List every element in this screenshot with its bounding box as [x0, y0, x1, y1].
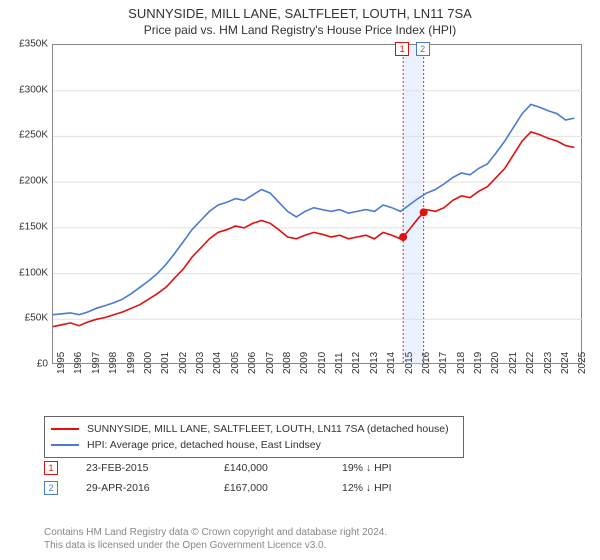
y-tick-label: £100K — [8, 267, 48, 278]
sales-row: 1 23-FEB-2015 £140,000 19% ↓ HPI — [44, 458, 420, 478]
plot-svg — [53, 45, 583, 365]
legend-swatch — [51, 444, 79, 446]
sales-row: 2 29-APR-2016 £167,000 12% ↓ HPI — [44, 478, 420, 498]
x-tick-label: 2022 — [525, 352, 536, 374]
x-tick-label: 2016 — [421, 352, 432, 374]
sale-marker-flag: 1 — [395, 42, 409, 56]
sale-delta-hpi: 12% ↓ HPI — [342, 482, 392, 494]
sale-delta-hpi: 19% ↓ HPI — [342, 462, 392, 474]
x-tick-label: 2007 — [265, 352, 276, 374]
chart-title: SUNNYSIDE, MILL LANE, SALTFLEET, LOUTH, … — [0, 0, 600, 21]
sale-price: £140,000 — [224, 462, 314, 474]
footer-line1: Contains HM Land Registry data © Crown c… — [44, 526, 387, 539]
y-tick-label: £50K — [8, 313, 48, 324]
x-tick-label: 2011 — [334, 352, 345, 374]
x-tick-label: 1997 — [91, 352, 102, 374]
x-tick-label: 2018 — [456, 352, 467, 374]
x-tick-label: 2009 — [299, 352, 310, 374]
sale-price: £167,000 — [224, 482, 314, 494]
chart-subtitle: Price paid vs. HM Land Registry's House … — [0, 21, 600, 37]
x-tick-label: 2021 — [508, 352, 519, 374]
legend-label: HPI: Average price, detached house, East… — [87, 439, 321, 451]
x-tick-label: 2019 — [473, 352, 484, 374]
x-tick-label: 2003 — [195, 352, 206, 374]
chart-container: SUNNYSIDE, MILL LANE, SALTFLEET, LOUTH, … — [0, 0, 600, 560]
y-tick-label: £200K — [8, 176, 48, 187]
x-tick-label: 2023 — [543, 352, 554, 374]
y-tick-label: £300K — [8, 84, 48, 95]
x-tick-label: 2014 — [386, 352, 397, 374]
x-tick-label: 2020 — [490, 352, 501, 374]
x-tick-label: 2001 — [160, 352, 171, 374]
x-tick-label: 2008 — [282, 352, 293, 374]
plot-area — [52, 44, 582, 364]
x-tick-label: 2025 — [577, 352, 588, 374]
sale-marker-flag: 2 — [416, 42, 430, 56]
legend-row: SUNNYSIDE, MILL LANE, SALTFLEET, LOUTH, … — [51, 421, 457, 437]
x-tick-label: 2002 — [178, 352, 189, 374]
x-tick-label: 2012 — [351, 352, 362, 374]
chart-wrap: £0£50K£100K£150K£200K£250K£300K£350K1995… — [10, 44, 590, 404]
x-tick-label: 2010 — [317, 352, 328, 374]
footer-line2: This data is licensed under the Open Gov… — [44, 539, 387, 552]
y-tick-label: £350K — [8, 39, 48, 50]
legend-label: SUNNYSIDE, MILL LANE, SALTFLEET, LOUTH, … — [87, 423, 449, 435]
x-tick-label: 2017 — [438, 352, 449, 374]
x-tick-label: 2024 — [560, 352, 571, 374]
sale-marker-icon: 2 — [44, 481, 58, 495]
x-tick-label: 2015 — [404, 352, 415, 374]
legend: SUNNYSIDE, MILL LANE, SALTFLEET, LOUTH, … — [44, 416, 464, 458]
x-tick-label: 2005 — [230, 352, 241, 374]
sale-date: 29-APR-2016 — [86, 482, 196, 494]
footer-attribution: Contains HM Land Registry data © Crown c… — [44, 526, 387, 552]
y-tick-label: £150K — [8, 221, 48, 232]
x-tick-label: 2000 — [143, 352, 154, 374]
x-tick-label: 1996 — [73, 352, 84, 374]
sales-table: 1 23-FEB-2015 £140,000 19% ↓ HPI 2 29-APR-201… — [44, 458, 420, 498]
x-tick-label: 2004 — [212, 352, 223, 374]
y-tick-label: £0 — [8, 359, 48, 370]
legend-row: HPI: Average price, detached house, East… — [51, 437, 457, 453]
sale-date: 23-FEB-2015 — [86, 462, 196, 474]
x-tick-label: 2013 — [369, 352, 380, 374]
sale-marker-icon: 1 — [44, 461, 58, 475]
legend-swatch — [51, 428, 79, 430]
y-tick-label: £250K — [8, 130, 48, 141]
x-tick-label: 1995 — [56, 352, 67, 374]
x-tick-label: 1998 — [108, 352, 119, 374]
x-tick-label: 2006 — [247, 352, 258, 374]
x-tick-label: 1999 — [126, 352, 137, 374]
